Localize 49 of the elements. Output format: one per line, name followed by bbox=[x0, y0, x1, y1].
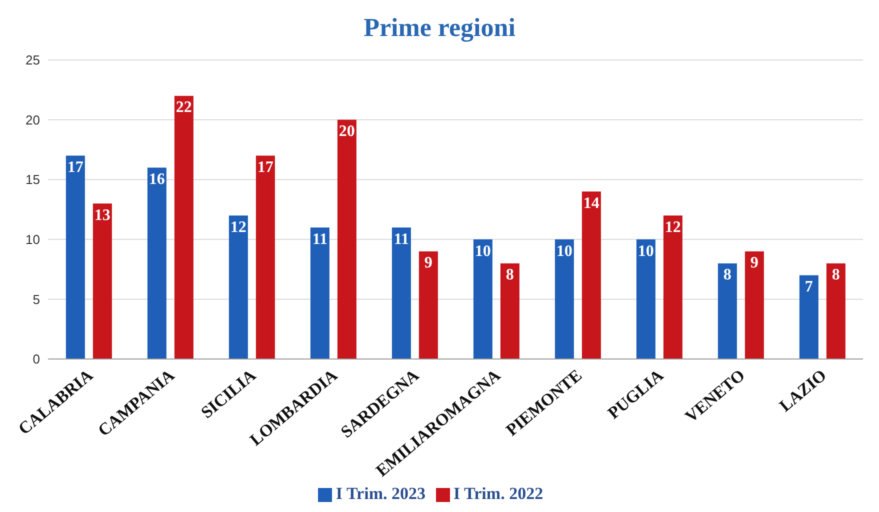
data-label: 9 bbox=[750, 254, 758, 272]
bar bbox=[418, 251, 438, 359]
bar bbox=[174, 96, 194, 359]
data-label: 11 bbox=[312, 230, 328, 248]
bar bbox=[392, 227, 411, 359]
legend-label: I Trim. 2023 bbox=[336, 484, 426, 503]
bar bbox=[582, 192, 601, 359]
data-label: 20 bbox=[338, 123, 355, 140]
bar bbox=[636, 239, 656, 359]
data-label: 9 bbox=[424, 254, 432, 272]
y-tick-label: 5 bbox=[32, 292, 40, 307]
y-tick-label: 10 bbox=[26, 232, 40, 248]
bar bbox=[500, 263, 520, 359]
data-label: 10 bbox=[638, 242, 654, 260]
data-label: 10 bbox=[474, 242, 491, 260]
legend-label: I Trim. 2022 bbox=[454, 484, 544, 503]
bar bbox=[66, 156, 85, 359]
data-label: 7 bbox=[804, 278, 813, 296]
bar bbox=[147, 168, 166, 359]
y-tick-label: 20 bbox=[26, 112, 40, 128]
bar bbox=[256, 156, 275, 359]
bar bbox=[554, 239, 574, 359]
bar bbox=[337, 120, 356, 359]
bar bbox=[228, 215, 248, 359]
data-label: 8 bbox=[506, 266, 514, 284]
data-label: 8 bbox=[723, 266, 732, 284]
data-label: 12 bbox=[230, 218, 246, 236]
chart-title: Prime regioni bbox=[362, 12, 516, 44]
data-label: 14 bbox=[583, 194, 600, 212]
bar bbox=[826, 263, 846, 359]
data-label: 13 bbox=[94, 206, 110, 224]
bar bbox=[663, 215, 682, 359]
bar bbox=[310, 227, 330, 359]
bar bbox=[473, 239, 492, 359]
bar bbox=[799, 275, 818, 359]
data-label: 12 bbox=[664, 218, 681, 236]
data-label: 10 bbox=[556, 242, 572, 260]
data-label: 17 bbox=[67, 159, 84, 176]
data-label: 17 bbox=[257, 159, 274, 176]
bar bbox=[92, 204, 112, 359]
y-tick-label: 25 bbox=[26, 52, 40, 68]
data-label: 16 bbox=[148, 171, 165, 188]
y-tick-label: 0 bbox=[32, 352, 40, 367]
bar bbox=[744, 251, 764, 359]
data-label: 11 bbox=[394, 230, 409, 248]
data-label: 22 bbox=[176, 99, 192, 116]
bar bbox=[718, 263, 737, 359]
y-tick-label: 15 bbox=[26, 172, 40, 188]
data-label: 8 bbox=[832, 266, 840, 284]
